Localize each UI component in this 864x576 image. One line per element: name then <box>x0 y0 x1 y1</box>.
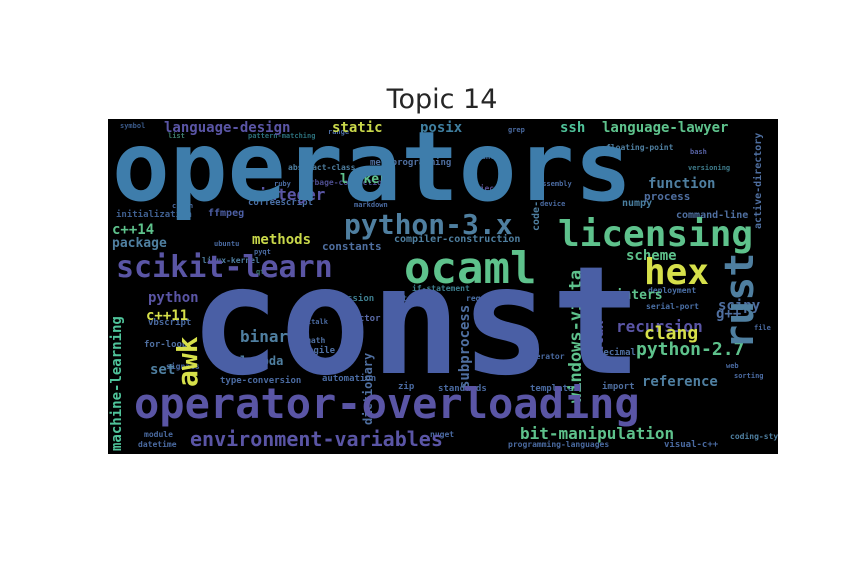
word: process <box>644 190 691 203</box>
word: file <box>754 324 771 332</box>
word: markdown <box>354 201 388 209</box>
word: python-2.7 <box>636 339 745 360</box>
word: binary <box>240 327 298 346</box>
word: scikit-learn <box>116 250 333 285</box>
word: crash <box>172 202 194 210</box>
word: math <box>306 336 326 345</box>
word: sorting <box>734 372 764 380</box>
word: metaprogramming <box>370 158 452 168</box>
word: assembly <box>538 180 572 188</box>
word: machine-learning <box>109 316 125 451</box>
word: recursion <box>616 317 703 336</box>
word: lambda <box>240 354 284 368</box>
word: vector <box>348 314 381 324</box>
word: vbscript <box>148 318 192 328</box>
word: pattern-matching <box>248 132 316 140</box>
word: signals <box>166 362 200 371</box>
word: numpy <box>622 198 653 209</box>
word: linux-kernel <box>202 256 260 265</box>
word: iterator <box>526 352 565 361</box>
word: datetime <box>138 440 177 449</box>
word: templates <box>530 384 579 394</box>
word: abstract-class <box>288 163 356 172</box>
word: language-lawyer <box>602 120 729 136</box>
word: garbage-collection <box>300 178 387 187</box>
word-cloud: pattern-matching symbol list random meta… <box>108 119 778 454</box>
word: agile <box>308 346 336 356</box>
word: hex <box>644 252 710 293</box>
word: ssh <box>560 120 586 136</box>
word: constants <box>322 240 382 253</box>
word: posix <box>420 120 463 136</box>
word: zip <box>398 382 415 392</box>
plot-title: Topic 14 <box>386 84 498 115</box>
word: versioning <box>688 164 731 172</box>
word: const <box>190 235 642 409</box>
word: list <box>168 132 185 140</box>
word: g++ <box>716 306 742 322</box>
word: language-design <box>164 120 291 136</box>
word: function <box>648 176 716 192</box>
word: python-3.x <box>344 208 513 241</box>
word: standards <box>438 384 487 394</box>
word: set <box>150 362 176 378</box>
word: import <box>602 382 635 392</box>
word: module <box>144 430 173 439</box>
word: rust <box>717 252 763 349</box>
word: licensing <box>558 214 754 255</box>
word: compiler-construction <box>394 234 521 245</box>
word: python <box>148 290 199 306</box>
word: c++11 <box>146 308 189 324</box>
word: coffeescript <box>248 198 314 208</box>
word: random <box>476 152 505 161</box>
word: automation <box>322 374 377 384</box>
word: pyqt <box>254 248 271 256</box>
word: active-directory <box>753 132 764 229</box>
word: grep <box>508 126 525 134</box>
word: operator-overloading <box>134 379 640 428</box>
word: expression <box>320 294 375 304</box>
word: qt <box>256 268 265 276</box>
word: ubuntu <box>214 240 240 248</box>
word: coding-style <box>730 432 778 441</box>
word: smalltalk <box>290 318 328 326</box>
word: bash <box>690 148 707 156</box>
word: symbol <box>120 122 146 130</box>
word: command-line <box>676 210 749 221</box>
word: c++14 <box>112 222 155 238</box>
word: object <box>470 184 499 193</box>
word: visual-c++ <box>664 440 719 450</box>
word: methods <box>252 232 312 248</box>
word: request <box>466 294 500 303</box>
word: clang <box>644 323 699 344</box>
word: static <box>332 120 383 136</box>
word: pointers <box>600 288 663 303</box>
word: ruby <box>274 180 291 188</box>
word: floating-point <box>606 143 674 152</box>
word: range <box>328 128 350 136</box>
word: for-loop <box>144 340 188 350</box>
word: serial-port <box>646 302 699 311</box>
word: scheme <box>626 248 677 264</box>
word: device <box>540 200 566 208</box>
word: integer <box>258 185 326 204</box>
word: deployment <box>648 286 697 295</box>
word: ffmpeg <box>208 208 245 219</box>
word: web <box>726 362 739 370</box>
word: operators <box>112 119 633 223</box>
word: programming-languages <box>508 440 610 449</box>
word: type-conversion <box>220 376 302 386</box>
word: bit-manipulation <box>520 424 675 443</box>
word: decimal <box>598 348 636 358</box>
word: if-statement <box>412 284 470 293</box>
word: ocaml <box>404 243 537 294</box>
word v: scipy <box>718 298 761 314</box>
word: linker <box>340 172 387 187</box>
word: boost <box>383 294 408 303</box>
word: reference <box>642 374 718 390</box>
word: initialization <box>116 210 192 220</box>
word: package <box>112 236 167 251</box>
word: environment-variables <box>190 427 443 451</box>
word: nuget <box>430 430 455 439</box>
